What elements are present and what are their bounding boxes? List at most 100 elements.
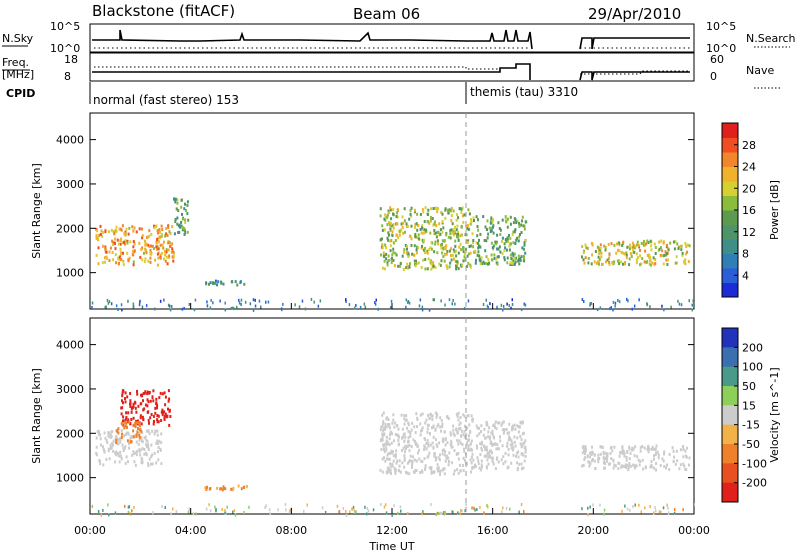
power-echo-cell <box>397 264 400 268</box>
velocity-echo-cell <box>459 416 462 419</box>
velocity-echo-cell <box>437 456 440 460</box>
power-echo-cell <box>406 264 409 268</box>
power-noise-cell <box>496 305 498 309</box>
velocity-echo-cell <box>137 427 139 431</box>
velocity-echo-cell <box>522 466 525 470</box>
velocity-noise-cell <box>352 505 355 509</box>
power-noise-cell <box>451 302 453 306</box>
velocity-echo-cell <box>682 448 685 451</box>
power-echo-cell <box>503 242 506 246</box>
power-echo-cell <box>631 241 634 245</box>
power-echo-cell <box>410 244 413 247</box>
velocity-noise-cell <box>505 506 508 510</box>
power-echo-cell <box>509 253 512 257</box>
velocity-echo-cell <box>597 457 600 461</box>
velocity-echo-cell <box>451 445 454 449</box>
velocity-echo-cell <box>427 454 430 458</box>
power-noise-cell <box>467 299 470 303</box>
velocity-echo-cell <box>150 462 152 466</box>
velocity-echo-cell <box>127 411 130 415</box>
velocity-echo-cell <box>632 463 635 467</box>
velocity-echo-cell <box>131 453 134 457</box>
velocity-echo-cell <box>501 421 504 425</box>
power-noise-cell <box>691 303 693 307</box>
power-echo-cell <box>157 236 160 240</box>
nsearch-tick-top: 10^5 <box>706 20 736 33</box>
velocity-echo-cell <box>468 434 470 438</box>
velocity-echo-cell <box>488 453 491 457</box>
power-echo-cell <box>476 253 479 257</box>
velocity-echo-cell <box>491 429 494 433</box>
velocity-echo-cell <box>618 454 621 458</box>
power-echo-cell <box>124 230 127 234</box>
velocity-echo-cell <box>613 445 616 449</box>
power-echo-cell <box>171 255 174 259</box>
power-echo-cell <box>452 228 455 232</box>
velocity-echo-cell <box>121 389 124 393</box>
velocity-echo-cell <box>489 441 492 445</box>
power-echo-cell <box>666 243 669 247</box>
power-echo-cell <box>120 258 123 262</box>
power-echo-cell <box>587 257 590 260</box>
power-echo-cell <box>454 260 457 263</box>
power-echo-cell <box>435 224 438 228</box>
power-echo-cell <box>640 241 643 245</box>
power-echo-cell <box>389 206 392 210</box>
velocity-echo-cell <box>224 487 227 491</box>
velocity-echo-cell <box>646 447 649 451</box>
power-echo-cell <box>167 241 170 245</box>
velocity-echo-cell <box>464 424 466 428</box>
power-echo-cell <box>230 280 233 284</box>
power-echo-cell <box>498 245 501 249</box>
power-echo-cell <box>150 252 153 256</box>
power-echo-cell <box>451 231 453 235</box>
power-echo-cell <box>505 220 508 224</box>
power-noise-cell <box>502 304 505 308</box>
velocity-echo-cell <box>143 452 146 456</box>
power-echo-cell <box>445 252 448 256</box>
power-echo-cell <box>436 251 439 255</box>
power-noise-cell <box>626 297 628 301</box>
velocity-echo-cell <box>491 451 493 455</box>
velocity-echo-cell <box>643 446 646 450</box>
power-echo-cell <box>390 217 393 221</box>
velocity-colorbar-segment <box>722 366 738 387</box>
power-noise-cell <box>115 304 118 308</box>
power-echo-cell <box>179 225 182 229</box>
power-echo-cell <box>607 242 610 246</box>
power-echo-cell <box>117 257 120 261</box>
power-echo-cell <box>161 251 164 255</box>
velocity-echo-cell <box>389 451 392 455</box>
power-echo-cell <box>487 258 490 262</box>
power-echo-cell <box>456 213 458 217</box>
velocity-echo-cell <box>458 423 461 427</box>
power-echo-cell <box>466 241 469 245</box>
power-echo-cell <box>667 258 669 262</box>
velocity-echo-cell <box>164 403 167 407</box>
power-echo-cell <box>417 246 420 250</box>
cpid-label: CPID <box>6 87 35 100</box>
power-echo-cell <box>520 255 523 259</box>
velocity-echo-cell <box>639 459 642 463</box>
velocity-echo-cell <box>147 461 150 465</box>
velocity-echo-cell <box>443 467 446 471</box>
velocity-echo-cell <box>460 434 463 438</box>
velocity-echo-cell <box>379 428 382 432</box>
velocity-colorbar-tick-label: 100 <box>742 361 763 374</box>
power-noise-cell <box>631 307 633 311</box>
power-echo-cell <box>403 207 406 211</box>
power-echo-cell <box>434 242 437 246</box>
velocity-noise-cell <box>232 510 234 514</box>
velocity-noise-cell <box>443 512 446 516</box>
velocity-echo-cell <box>487 462 490 466</box>
velocity-echo-cell <box>134 423 137 427</box>
velocity-echo-cell <box>475 424 478 428</box>
power-echo-cell <box>439 232 442 236</box>
velocity-echo-cell <box>481 440 483 444</box>
velocity-echo-cell <box>650 463 653 467</box>
power-echo-cell <box>490 258 493 262</box>
velocity-echo-cell <box>163 416 166 420</box>
velocity-noise-cell <box>476 508 478 511</box>
velocity-echo-cell <box>432 446 435 450</box>
